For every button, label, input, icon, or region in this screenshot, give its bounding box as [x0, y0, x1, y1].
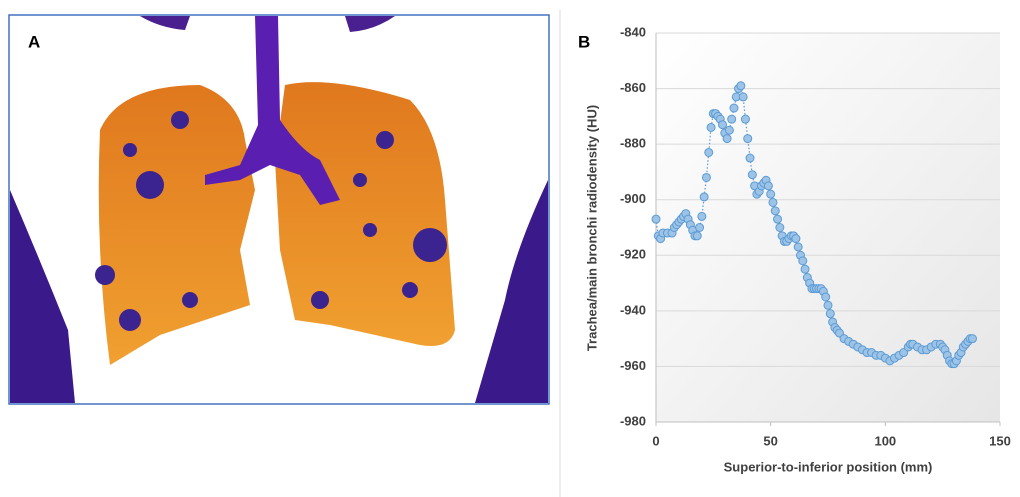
- data-point: [800, 264, 810, 274]
- data-point: [701, 172, 711, 182]
- data-point: [722, 134, 732, 144]
- ct-image: [8, 14, 550, 405]
- y-tick-label: -960: [620, 358, 646, 373]
- x-axis-label: Superior-to-inferior position (mm): [724, 459, 933, 474]
- data-point: [738, 92, 748, 102]
- data-point: [967, 334, 977, 344]
- data-point: [724, 125, 734, 135]
- y-tick-label: -980: [620, 413, 646, 428]
- x-tick-label: 150: [989, 433, 1011, 448]
- data-point: [773, 214, 783, 224]
- plot-area: [656, 33, 1000, 422]
- data-point: [770, 206, 780, 216]
- data-point: [692, 231, 702, 241]
- data-point: [704, 147, 714, 157]
- data-point: [729, 103, 739, 113]
- y-tick-label: -920: [620, 247, 646, 262]
- data-point: [736, 81, 746, 91]
- data-point: [706, 122, 716, 132]
- data-point: [825, 309, 835, 319]
- data-point: [798, 256, 808, 266]
- data-point: [763, 181, 773, 191]
- data-point: [699, 192, 709, 202]
- y-tick-label: -900: [620, 191, 646, 206]
- data-point: [823, 300, 833, 310]
- x-tick-label: 0: [652, 433, 659, 448]
- y-tick-label: -840: [620, 24, 646, 39]
- data-point: [695, 223, 705, 232]
- data-point: [743, 134, 753, 144]
- panel-label: B: [578, 32, 590, 51]
- data-point: [791, 234, 801, 244]
- data-point: [727, 114, 737, 124]
- y-axis-label: Trachea/main bronchi radiodensity (HU): [584, 105, 599, 351]
- x-tick-label: 50: [763, 433, 777, 448]
- data-point: [768, 197, 778, 207]
- panel-label: A: [28, 32, 40, 51]
- data-point: [745, 153, 755, 163]
- data-point: [747, 170, 757, 180]
- x-tick-label: 100: [874, 433, 896, 448]
- data-point: [766, 189, 776, 199]
- data-point: [740, 114, 750, 124]
- data-point: [821, 292, 831, 302]
- y-tick-label: -880: [620, 136, 646, 151]
- data-point: [718, 120, 728, 130]
- y-tick-label: -940: [620, 302, 646, 317]
- data-point: [775, 223, 785, 232]
- data-point: [793, 242, 803, 252]
- data-point: [651, 214, 661, 224]
- y-tick-label: -860: [620, 80, 646, 95]
- data-point: [697, 211, 707, 221]
